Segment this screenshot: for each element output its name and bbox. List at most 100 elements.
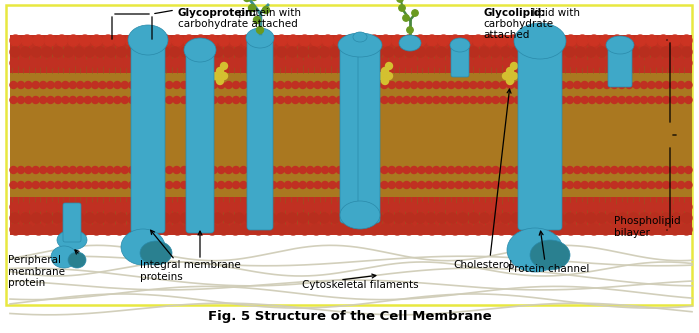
Circle shape bbox=[380, 202, 389, 211]
Circle shape bbox=[352, 47, 361, 57]
FancyBboxPatch shape bbox=[358, 47, 380, 223]
Circle shape bbox=[313, 59, 322, 68]
Circle shape bbox=[188, 166, 195, 173]
Circle shape bbox=[426, 97, 433, 104]
Circle shape bbox=[10, 224, 21, 235]
Circle shape bbox=[663, 82, 670, 89]
Circle shape bbox=[514, 97, 521, 104]
Circle shape bbox=[373, 166, 380, 173]
Circle shape bbox=[342, 202, 351, 211]
Circle shape bbox=[529, 181, 536, 188]
Circle shape bbox=[589, 224, 600, 235]
Circle shape bbox=[92, 82, 99, 89]
Circle shape bbox=[95, 47, 106, 57]
Circle shape bbox=[470, 166, 477, 173]
Circle shape bbox=[648, 166, 655, 173]
Circle shape bbox=[152, 59, 161, 68]
Circle shape bbox=[266, 202, 275, 211]
Circle shape bbox=[484, 97, 491, 104]
Circle shape bbox=[373, 97, 380, 104]
Circle shape bbox=[159, 166, 166, 173]
Circle shape bbox=[685, 181, 692, 188]
Circle shape bbox=[200, 202, 208, 211]
Circle shape bbox=[440, 166, 447, 173]
Circle shape bbox=[344, 97, 351, 104]
Circle shape bbox=[640, 97, 647, 104]
Circle shape bbox=[522, 166, 529, 173]
Circle shape bbox=[440, 97, 447, 104]
Circle shape bbox=[635, 202, 644, 211]
Circle shape bbox=[10, 166, 17, 173]
Circle shape bbox=[249, 5, 256, 12]
Circle shape bbox=[537, 97, 544, 104]
Circle shape bbox=[152, 202, 161, 211]
Circle shape bbox=[484, 82, 491, 89]
Circle shape bbox=[255, 47, 266, 57]
Circle shape bbox=[159, 47, 169, 57]
Circle shape bbox=[299, 82, 306, 89]
Circle shape bbox=[99, 166, 106, 173]
Circle shape bbox=[589, 97, 596, 104]
Circle shape bbox=[233, 181, 240, 188]
Circle shape bbox=[38, 59, 48, 68]
Circle shape bbox=[196, 181, 203, 188]
Circle shape bbox=[292, 166, 299, 173]
Circle shape bbox=[255, 213, 266, 223]
Circle shape bbox=[299, 97, 306, 104]
Circle shape bbox=[270, 166, 277, 173]
Circle shape bbox=[287, 213, 297, 223]
Circle shape bbox=[381, 97, 388, 104]
Circle shape bbox=[463, 97, 470, 104]
Circle shape bbox=[92, 181, 99, 188]
Circle shape bbox=[552, 82, 559, 89]
Circle shape bbox=[529, 97, 536, 104]
Circle shape bbox=[607, 202, 617, 211]
Text: carbohydrate: carbohydrate bbox=[483, 19, 553, 29]
Circle shape bbox=[80, 35, 90, 46]
Circle shape bbox=[473, 224, 484, 235]
Circle shape bbox=[373, 82, 380, 89]
Circle shape bbox=[21, 213, 31, 223]
Circle shape bbox=[611, 82, 618, 89]
Circle shape bbox=[234, 213, 244, 223]
Circle shape bbox=[640, 166, 647, 173]
Circle shape bbox=[500, 47, 511, 57]
Ellipse shape bbox=[338, 33, 382, 57]
Circle shape bbox=[380, 35, 391, 46]
Circle shape bbox=[496, 35, 507, 46]
Circle shape bbox=[677, 97, 684, 104]
Circle shape bbox=[114, 59, 123, 68]
Circle shape bbox=[254, 17, 261, 24]
Circle shape bbox=[663, 97, 670, 104]
Circle shape bbox=[270, 82, 277, 89]
Circle shape bbox=[190, 202, 199, 211]
Circle shape bbox=[415, 47, 425, 57]
Circle shape bbox=[240, 97, 247, 104]
Circle shape bbox=[447, 213, 457, 223]
Circle shape bbox=[359, 97, 366, 104]
Circle shape bbox=[623, 35, 634, 46]
Circle shape bbox=[531, 202, 540, 211]
Circle shape bbox=[103, 224, 113, 235]
Circle shape bbox=[254, 166, 262, 173]
Circle shape bbox=[670, 181, 677, 188]
Circle shape bbox=[503, 73, 510, 80]
Circle shape bbox=[322, 82, 329, 89]
Circle shape bbox=[470, 181, 477, 188]
Circle shape bbox=[603, 97, 610, 104]
Circle shape bbox=[114, 166, 121, 173]
Circle shape bbox=[552, 166, 559, 173]
Circle shape bbox=[184, 224, 194, 235]
Circle shape bbox=[160, 35, 171, 46]
Circle shape bbox=[438, 35, 449, 46]
Circle shape bbox=[57, 202, 66, 211]
Circle shape bbox=[299, 181, 306, 188]
Circle shape bbox=[437, 202, 445, 211]
Circle shape bbox=[31, 213, 41, 223]
Circle shape bbox=[410, 166, 417, 173]
Circle shape bbox=[329, 181, 336, 188]
Circle shape bbox=[25, 97, 32, 104]
Circle shape bbox=[76, 202, 85, 211]
Circle shape bbox=[433, 166, 440, 173]
Circle shape bbox=[544, 181, 551, 188]
